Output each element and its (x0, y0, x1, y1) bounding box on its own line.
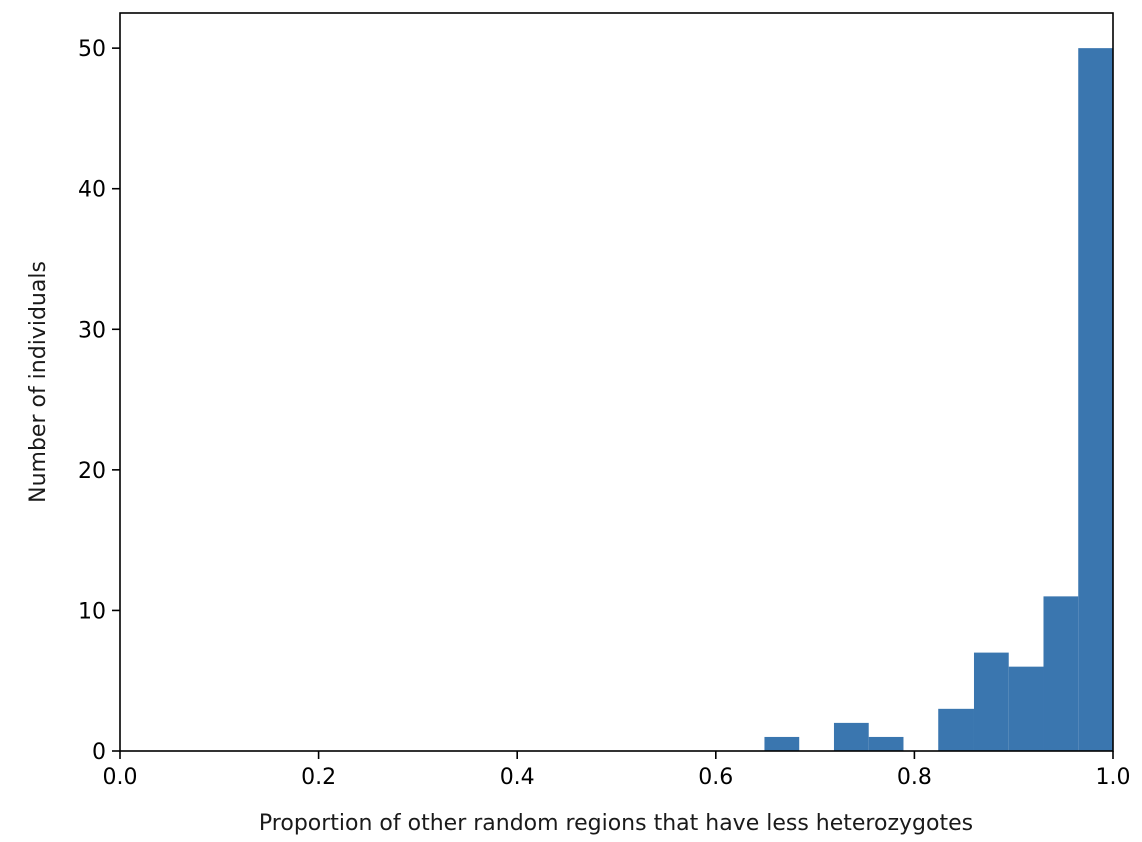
histogram-bar (833, 722, 869, 751)
y-axis-label: Number of individuals (26, 261, 51, 503)
y-tick-label: 30 (78, 318, 106, 343)
bars-group (764, 48, 1113, 751)
histogram-bar (1078, 48, 1113, 751)
x-tick-label: 0.6 (698, 765, 733, 790)
y-tick-label: 10 (78, 599, 106, 624)
histogram-bar (868, 736, 904, 751)
y-tick-label: 20 (78, 459, 106, 484)
x-axis-ticks: 0.0 0.2 0.4 0.6 0.8 1.0 (103, 751, 1131, 790)
histogram-bar (764, 736, 800, 751)
y-tick-label: 0 (92, 740, 106, 765)
histogram-bar (973, 652, 1009, 751)
histogram-bar (1008, 666, 1044, 751)
x-tick-label: 0.4 (500, 765, 535, 790)
x-tick-label: 1.0 (1096, 765, 1131, 790)
histogram-bar (1043, 596, 1079, 751)
x-tick-label: 0.0 (103, 765, 138, 790)
y-axis-ticks: 0 10 20 30 40 50 (78, 37, 120, 765)
histogram-bar (938, 708, 974, 751)
x-tick-label: 0.2 (301, 765, 336, 790)
y-tick-label: 50 (78, 37, 106, 62)
x-tick-label: 0.8 (897, 765, 932, 790)
x-axis-label: Proportion of other random regions that … (259, 811, 973, 836)
y-tick-label: 40 (78, 178, 106, 203)
plot-frame (119, 12, 1114, 752)
